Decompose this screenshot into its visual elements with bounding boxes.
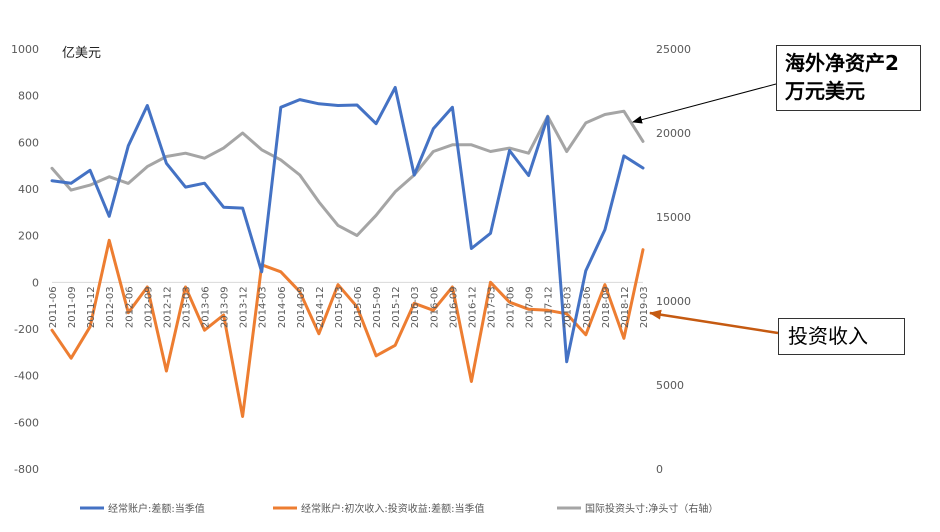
right-tick-label: 0 [656,463,663,476]
left-tick-label: 600 [18,136,39,149]
x-tick-label: 2015-12 [391,286,402,328]
x-tick-label: 2017-12 [544,286,555,328]
x-tick-label: 2016-09 [448,286,459,328]
x-tick-label: 2015-03 [334,286,345,328]
left-tick-label: -800 [14,463,39,476]
legend-label-0: 经常账户:差额:当季值 [108,502,205,515]
right-tick-label: 25000 [656,43,691,56]
series-layer [50,86,645,418]
left-tick-label: 800 [18,90,39,103]
x-tick-label: 2018-12 [620,286,631,328]
income-callout: 投资收入 [778,318,905,355]
left-tick-label: -200 [14,323,39,336]
x-tick-label: 2012-12 [162,286,173,328]
assets-callout: 海外净资产2万元美元 [776,45,921,111]
x-axis: 2011-06 2011-09 2011-12 2012-03 2012-06 2012-… [48,286,650,328]
x-tick-label: 2011-09 [67,286,78,328]
x-tick-label: 2017-06 [506,286,517,328]
x-tick-label: 2011-06 [48,286,59,328]
x-tick-label: 2015-09 [372,286,383,328]
x-tick-label: 2014-09 [296,286,307,328]
x-tick-label: 2014-12 [315,286,326,328]
x-tick-label: 2012-03 [105,286,116,328]
right-tick-label: 10000 [656,295,691,308]
left-tick-label: -400 [14,370,39,383]
unit-label: 亿美元 [62,46,101,61]
left-tick-label: 1000 [11,43,39,56]
left-tick-label: -600 [14,416,39,429]
right-tick-label: 5000 [656,379,684,392]
x-tick-label: 2018-09 [601,286,612,328]
x-tick-label: 2016-06 [429,286,440,328]
legend: 经常账户:差额:当季值 经常账户:初次收入:投资收益:差额:当季值 国际投资头寸:净… [80,502,718,515]
x-tick-label: 2013-12 [239,286,250,328]
income-callout-arrow [649,309,779,335]
x-tick-label: 2015-06 [353,286,364,328]
series-line-1 [50,238,645,418]
x-tick-label: 2013-06 [201,286,212,328]
right-tick-label: 20000 [656,127,691,140]
x-tick-label: 2019-03 [639,286,650,328]
x-tick-label: 2014-03 [258,286,269,328]
left-tick-label: 400 [18,183,39,196]
x-tick-label: 2018-03 [563,286,574,328]
legend-label-1: 经常账户:初次收入:投资收益:差额:当季值 [301,502,484,515]
x-tick-label: 2012-09 [143,286,154,328]
x-tick-label: 2014-06 [277,286,288,328]
legend-label-2: 国际投资头寸:净头寸（右轴） [585,502,718,515]
right-axis: 25000 20000 15000 10000 5000 0 [656,43,691,476]
left-axis: 1000 800 600 400 200 0 -200 -400 -600 -800 [11,43,39,476]
assets-callout-arrow [632,83,777,124]
x-tick-label: 2016-12 [467,286,478,328]
x-tick-label: 2012-06 [124,286,135,328]
left-tick-label: 200 [18,230,39,243]
series-line-0 [50,86,645,364]
x-tick-label: 2011-12 [86,286,97,328]
x-tick-label: 2018-06 [582,286,593,328]
x-tick-label: 2017-09 [525,286,536,328]
x-tick-label: 2017-03 [486,286,497,328]
right-tick-label: 15000 [656,211,691,224]
x-tick-label: 2013-03 [181,286,192,328]
x-tick-label: 2016-03 [410,286,421,328]
x-tick-label: 2013-09 [220,286,231,328]
left-tick-label: 0 [32,276,39,289]
